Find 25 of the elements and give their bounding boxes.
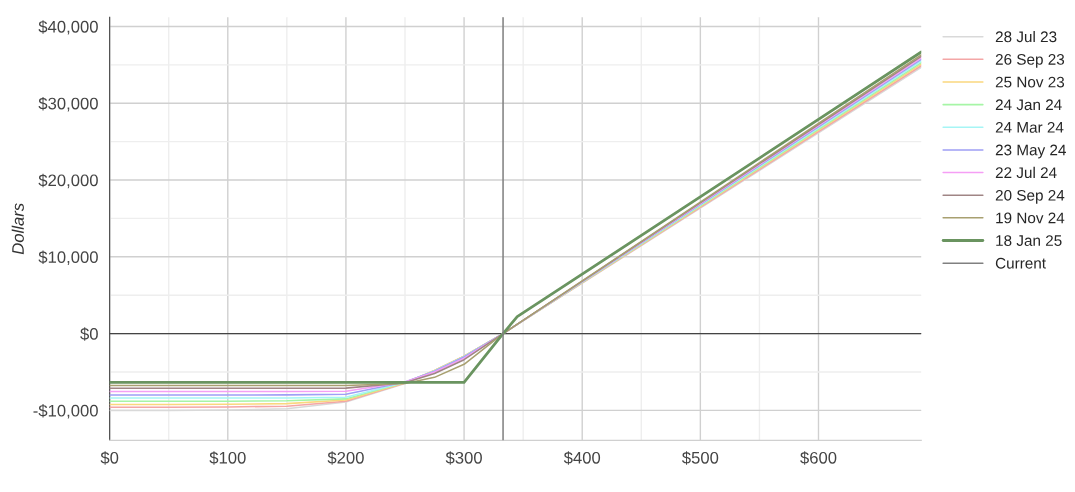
x-tick-label: $500 xyxy=(682,451,719,465)
legend-label: Current xyxy=(995,257,1046,269)
x-tick-label: $600 xyxy=(800,451,837,465)
y-tick-label: $0 xyxy=(80,327,98,341)
legend-label: 24 Jan 24 xyxy=(995,99,1062,111)
legend-label: 25 Nov 23 xyxy=(995,76,1065,88)
x-tick-label: $100 xyxy=(209,451,246,465)
legend-label: 23 May 24 xyxy=(995,144,1066,159)
legend-label: 28 Jul 23 xyxy=(995,30,1057,43)
y-tick-label: $30,000 xyxy=(38,96,98,112)
legend-label: 18 Jan 25 xyxy=(996,235,1062,246)
legend-label: 22 Jul 24 xyxy=(995,166,1057,179)
y-tick-label: $10,000 xyxy=(38,250,98,265)
legend-label: 26 Sep 23 xyxy=(995,54,1065,68)
x-tick-label: $300 xyxy=(445,451,482,465)
y-tick-label: -$10,000 xyxy=(33,404,98,419)
legend-label: 19 Nov 24 xyxy=(996,212,1065,224)
y-tick-label: $20,000 xyxy=(38,173,98,189)
x-tick-label: $400 xyxy=(563,451,601,465)
x-tick-label: $200 xyxy=(327,451,364,465)
legend-label: 24 Mar 24 xyxy=(995,121,1064,133)
y-tick-label: $40,000 xyxy=(38,20,98,35)
y-axis-title: Dollars xyxy=(11,203,24,255)
legend-label: 20 Sep 24 xyxy=(995,189,1065,204)
x-tick-label: $0 xyxy=(100,451,119,465)
